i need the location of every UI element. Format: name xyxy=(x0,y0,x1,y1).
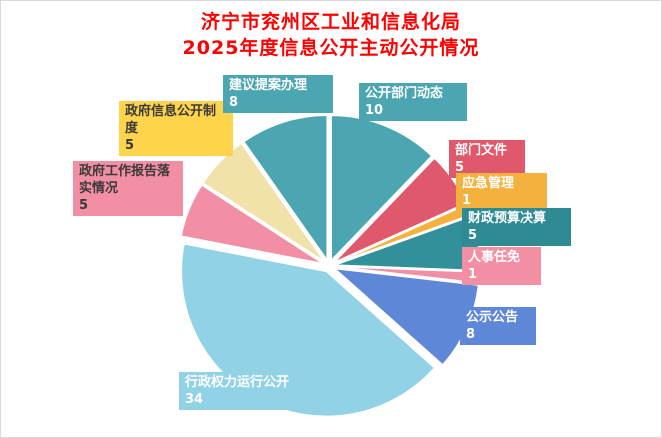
pie-label-department-documents: 部门文件 5 xyxy=(449,140,525,178)
pie-label-text: 财政预算决算 xyxy=(468,211,547,226)
pie-label-text: 政府信息公开制度 xyxy=(125,104,217,136)
pie-label-info-disclosure-system: 政府信息公开制度 5 xyxy=(119,101,233,156)
pie-label-value: 8 xyxy=(466,327,476,342)
pie-label-value: 34 xyxy=(185,392,204,407)
pie-label-text: 公示公告 xyxy=(466,310,519,325)
pie-label-text: 行政权力运行公开 xyxy=(185,375,290,390)
pie-label-value: 5 xyxy=(468,228,478,243)
pie-label-text: 部门文件 xyxy=(455,143,508,158)
chart-title-line2: 2025年度信息公开主动公开情况 xyxy=(182,37,480,59)
pie-slice-0 xyxy=(330,114,433,263)
pie-label-administrative-power: 行政权力运行公开 34 xyxy=(179,372,331,410)
pie-label-value: 5 xyxy=(455,160,465,175)
pie-label-value: 10 xyxy=(365,103,384,118)
pie-label-emergency-management: 应急管理 1 xyxy=(456,173,547,211)
pie-label-value: 5 xyxy=(79,198,89,213)
pie-label-text: 公开部门动态 xyxy=(365,86,444,101)
pie-label-value: 1 xyxy=(468,267,478,282)
pie-slice-9 xyxy=(242,114,328,263)
pie-label-value: 8 xyxy=(229,95,239,110)
pie-label-personnel-appointments: 人事任免 1 xyxy=(462,247,541,285)
chart-title: 济宁市兖州区工业和信息化局 2025年度信息公开主动公开情况 xyxy=(1,9,661,61)
pie-label-department-news: 公开部门动态 10 xyxy=(359,83,467,121)
pie-label-public-notices: 公示公告 8 xyxy=(460,307,536,345)
pie-label-proposal-handling: 建议提案办理 8 xyxy=(223,75,333,113)
pie-label-text: 建议提案办理 xyxy=(229,78,308,93)
pie-label-text: 政府工作报告落实情况 xyxy=(79,164,171,196)
pie-label-value: 1 xyxy=(462,193,472,208)
pie-label-value: 5 xyxy=(125,138,135,153)
pie-slice-7 xyxy=(180,183,324,265)
pie-label-text: 应急管理 xyxy=(462,176,515,191)
pie-label-text: 人事任免 xyxy=(468,250,521,265)
pie-label-govt-work-report: 政府工作报告落实情况 5 xyxy=(73,161,183,216)
pie-slice-8 xyxy=(201,142,326,263)
pie-label-budget-accounts: 财政预算决算 5 xyxy=(462,208,571,246)
chart-title-line1: 济宁市兖州区工业和信息化局 xyxy=(200,11,461,33)
